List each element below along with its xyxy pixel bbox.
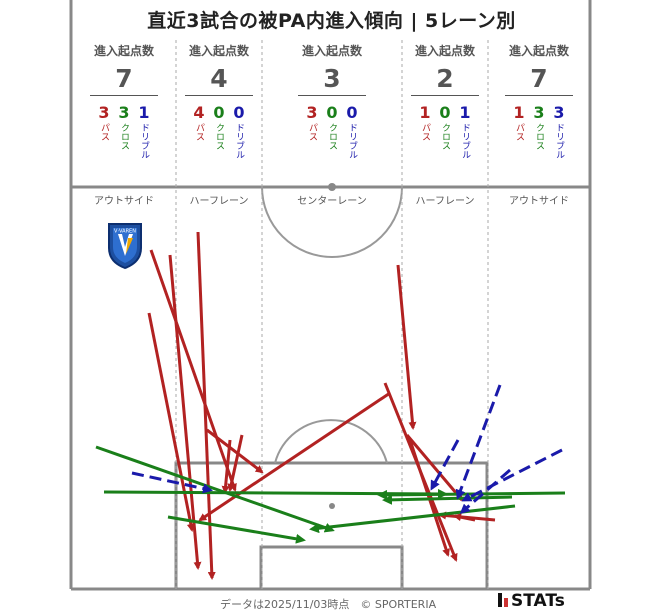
stats-logo: STATs	[498, 591, 565, 611]
entries-label: 進入起点数	[188, 44, 249, 58]
pass-label: パス	[307, 123, 317, 141]
dribble-count: 1	[459, 103, 471, 122]
dribble-label: ドリブル	[347, 123, 357, 159]
dribble-label: ドリブル	[234, 123, 244, 159]
cross-count: 0	[326, 103, 338, 122]
pass-count: 3	[306, 103, 318, 122]
lane-breakdown: 1 パス 3 クロス 3 ドリブル	[488, 103, 590, 160]
pass-count: 1	[513, 103, 525, 122]
dribble-count: 0	[346, 103, 358, 122]
divider	[505, 95, 573, 96]
lane-total: 7	[530, 64, 548, 93]
cross-label: クロス	[119, 123, 129, 150]
dribble-arrow	[459, 468, 511, 514]
lane-name-5: アウトサイド	[509, 196, 569, 207]
dribble-label: ドリブル	[460, 123, 470, 159]
cross-arrow	[382, 494, 513, 505]
lane-breakdown: 1 パス 0 クロス 1 ドリブル	[402, 103, 488, 160]
page-title: 直近3試合の被PA内進入傾向 | 5レーン別	[147, 10, 516, 32]
pass-count: 4	[193, 103, 205, 122]
cross-label: クロス	[327, 123, 337, 150]
lane-total: 2	[436, 64, 454, 93]
dribble-label: ドリブル	[139, 123, 149, 159]
cross-count: 0	[439, 103, 451, 122]
footer-note: データは2025/11/03時点 © SPORTERIA	[220, 598, 437, 611]
lane-summary-3: 進入起点数 3 3 パス 0 クロス 0 ドリブル	[262, 42, 402, 159]
divider	[298, 95, 366, 96]
entries-label: 進入起点数	[508, 44, 569, 58]
cross-label: クロス	[534, 123, 544, 150]
dribble-arrows	[131, 384, 563, 514]
dribble-arrow	[430, 439, 460, 491]
cross-arrow	[95, 445, 335, 533]
logo-mark-icon	[504, 598, 508, 607]
pass-arrow	[396, 264, 417, 430]
pass-count: 3	[98, 103, 110, 122]
penalty-spot	[329, 503, 335, 509]
pass-arrow	[453, 513, 476, 522]
dribble-label: ドリブル	[554, 123, 564, 159]
crest-text: V·VAREN	[114, 229, 136, 235]
lane-name-2: ハーフレーン	[189, 196, 249, 207]
dribble-count: 3	[553, 103, 565, 122]
pass-arrow	[405, 434, 464, 502]
lane-name-4: ハーフレーン	[415, 196, 475, 207]
divider	[411, 95, 479, 96]
cross-arrows	[95, 445, 566, 544]
lane-summary-5: 進入起点数 7 1 パス 3 クロス 3 ドリブル	[488, 42, 590, 159]
entries-label: 進入起点数	[93, 44, 154, 58]
dribble-arrow	[461, 448, 563, 502]
lane-total: 3	[323, 64, 341, 93]
lane-summary-4: 進入起点数 2 1 パス 0 クロス 1 ドリブル	[402, 42, 488, 159]
pass-label: パス	[514, 123, 524, 141]
pass-arrow	[227, 434, 244, 492]
penalty-arc	[274, 419, 388, 464]
pass-count: 1	[419, 103, 431, 122]
pass-label: パス	[420, 123, 430, 141]
cross-label: クロス	[214, 123, 224, 150]
cross-count: 3	[533, 103, 545, 122]
entries-label: 進入起点数	[301, 44, 362, 58]
lane-total: 4	[210, 64, 228, 93]
logo-mark-icon	[498, 593, 502, 607]
entries-label: 進入起点数	[414, 44, 475, 58]
cross-arrow	[309, 504, 516, 534]
team-crest-icon: V·VAREN	[108, 223, 142, 270]
pass-arrow	[206, 428, 264, 474]
pass-arrow	[196, 231, 216, 580]
pass-label: パス	[99, 123, 109, 141]
divider	[90, 95, 158, 96]
dribble-count: 1	[138, 103, 150, 122]
cross-label: クロス	[440, 123, 450, 150]
lane-total: 7	[115, 64, 133, 93]
pitch-lines	[69, 0, 592, 591]
lane-breakdown: 3 パス 0 クロス 0 ドリブル	[262, 103, 402, 160]
cross-arrow	[167, 515, 306, 544]
center-spot	[328, 183, 336, 191]
dribble-arrow	[455, 384, 502, 500]
divider	[185, 95, 253, 96]
pass-arrow	[198, 391, 391, 522]
goal-area	[259, 545, 404, 591]
lane-breakdown: 3 パス 3 クロス 1 ドリブル	[72, 103, 176, 160]
lane-summary-1: 進入起点数 7 3 パス 3 クロス 1 ドリブル	[72, 42, 176, 159]
dribble-arrow	[131, 471, 213, 494]
cross-count: 3	[118, 103, 130, 122]
pass-arrow	[221, 439, 232, 494]
pass-arrow	[168, 254, 202, 570]
center-circle	[261, 186, 403, 258]
cross-count: 0	[213, 103, 225, 122]
dribble-count: 0	[233, 103, 245, 122]
pass-arrow	[149, 249, 237, 492]
lane-breakdown: 4 パス 0 クロス 0 ドリブル	[176, 103, 262, 160]
lane-name-3: センターレーン	[297, 196, 367, 207]
lane-name-1: アウトサイド	[94, 196, 154, 207]
pass-label: パス	[194, 123, 204, 141]
lane-summary-2: 進入起点数 4 4 パス 0 クロス 0 ドリブル	[176, 42, 262, 159]
logo-text: STATs	[511, 591, 565, 611]
